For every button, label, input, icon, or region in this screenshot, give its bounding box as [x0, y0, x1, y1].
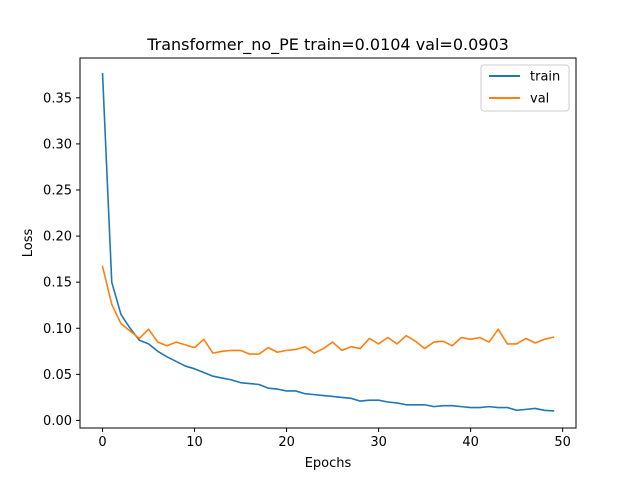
x-tick-label: 20 — [278, 435, 295, 450]
x-axis-label: Epochs — [305, 456, 352, 471]
legend: train val — [480, 64, 570, 112]
axis-ticks: 0 10 20 30 40 50 0.00 0.05 0.10 0.15 0.20 0.25 0.30 0… — [43, 91, 571, 450]
series-line-val — [101, 265, 555, 355]
y-tick-label: 0.25 — [43, 183, 72, 198]
axes-frame — [79, 57, 577, 429]
legend-label-val: val — [530, 92, 549, 107]
y-tick-label: 0.20 — [43, 230, 72, 245]
legend-label-train: train — [530, 70, 560, 85]
series-layer — [101, 73, 555, 412]
y-tick-label: 0.00 — [43, 414, 72, 429]
x-tick-label: 40 — [462, 435, 479, 450]
chart-title: Transformer_no_PE train=0.0104 val=0.090… — [146, 35, 509, 55]
y-tick-label: 0.05 — [43, 368, 72, 383]
x-tick-label: 0 — [98, 435, 106, 450]
x-tick-label: 50 — [554, 435, 571, 450]
y-tick-label: 0.35 — [43, 91, 72, 106]
y-tick-label: 0.30 — [43, 137, 72, 152]
y-tick-label: 0.10 — [43, 322, 72, 337]
x-tick-label: 10 — [186, 435, 203, 450]
y-axis-label: Loss — [21, 229, 36, 258]
series-line-train — [101, 73, 555, 412]
x-tick-label: 30 — [370, 435, 387, 450]
y-tick-label: 0.15 — [43, 276, 72, 291]
